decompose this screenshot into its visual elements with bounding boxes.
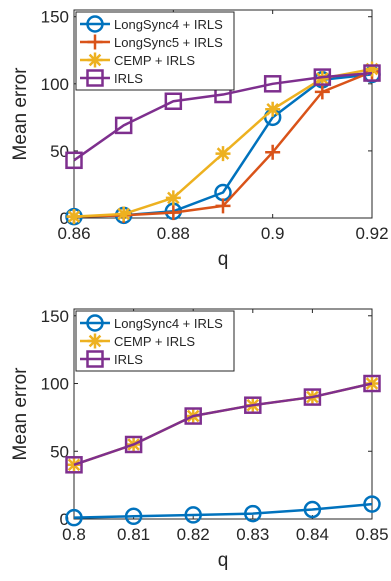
- y-tick-label: 0: [60, 510, 69, 529]
- x-tick-label: 0.9: [261, 224, 285, 243]
- series-4: [65, 64, 381, 170]
- data-point: [244, 504, 262, 523]
- y-tick-label: 50: [50, 142, 69, 161]
- x-axis-label: q: [218, 550, 229, 571]
- y-axis-label: Mean error: [10, 67, 31, 161]
- x-tick-label: 0.84: [296, 525, 329, 544]
- legend-marker: [87, 34, 103, 50]
- legend-label: IRLS: [114, 71, 143, 86]
- data-point: [165, 190, 181, 206]
- data-point: [215, 146, 231, 162]
- data-point: [363, 64, 381, 82]
- data-point: [303, 388, 322, 406]
- data-point: [244, 396, 262, 414]
- legend-marker: [86, 350, 104, 368]
- x-tick-label: 0.92: [355, 224, 388, 243]
- series-line: [73, 71, 373, 162]
- data-point: [65, 151, 83, 170]
- y-tick-label: 100: [41, 375, 69, 394]
- data-point: [303, 500, 322, 519]
- legend-label: CEMP + IRLS: [114, 53, 195, 68]
- x-tick-label: 0.83: [236, 525, 269, 544]
- series-3: [66, 61, 380, 225]
- data-point: [215, 198, 231, 214]
- legend: LongSync4 + IRLS LongSync5 + IRLS CEMP + I…: [75, 11, 235, 91]
- y-tick-label: 100: [41, 75, 69, 94]
- data-point: [116, 206, 132, 222]
- x-tick-label: 0.88: [157, 224, 190, 243]
- data-point: [165, 205, 181, 221]
- x-tick-label: 0.8: [62, 525, 86, 544]
- data-point: [184, 506, 202, 524]
- data-point: [65, 508, 83, 527]
- data-point: [265, 144, 281, 160]
- data-point: [363, 374, 381, 393]
- data-point: [124, 435, 143, 454]
- data-point: [313, 68, 332, 86]
- series-3: [65, 374, 381, 474]
- legend-label: LongSync5 + IRLS: [114, 35, 223, 50]
- legend-marker: [86, 15, 104, 33]
- y-tick-label: 50: [50, 442, 69, 461]
- data-point: [314, 70, 330, 86]
- y-axis-label: Mean error: [10, 367, 31, 461]
- series-line: [73, 502, 373, 519]
- data-point: [364, 376, 380, 392]
- x-tick-label: 0.86: [57, 224, 90, 243]
- x-tick-label: 0.82: [177, 525, 210, 544]
- chart-panel-2: 0.8 0.81 0.82 0.83 0.84 0.85 0 50 100 150 q Mean er…: [10, 307, 389, 571]
- data-point: [265, 101, 281, 117]
- y-tick-label: 0: [60, 209, 69, 228]
- data-point: [263, 75, 282, 93]
- data-point: [114, 116, 133, 135]
- data-point: [65, 456, 83, 474]
- y-tick-label: 150: [41, 307, 69, 326]
- legend: LongSync4 + IRLS CEMP + IRLS IRLS: [75, 310, 235, 372]
- legend-label: LongSync4 + IRLS: [114, 17, 223, 32]
- legend-marker: [87, 333, 103, 349]
- data-point: [66, 209, 82, 225]
- legend-label: CEMP + IRLS: [114, 334, 195, 349]
- legend-marker: [86, 314, 104, 332]
- y-tick-label: 150: [41, 8, 69, 27]
- data-point: [124, 507, 143, 526]
- data-point: [184, 407, 202, 425]
- x-axis-label: q: [218, 249, 229, 270]
- x-tick-label: 0.81: [117, 525, 150, 544]
- data-point: [364, 61, 380, 77]
- x-tick-label: 0.85: [355, 525, 388, 544]
- data-point: [363, 495, 381, 513]
- series-line: [73, 382, 373, 466]
- legend-label: LongSync4 + IRLS: [114, 316, 223, 331]
- legend-label: IRLS: [114, 352, 143, 367]
- data-point: [314, 84, 330, 100]
- series-1: [65, 495, 381, 527]
- legend-marker: [87, 52, 103, 68]
- data-point: [164, 92, 183, 111]
- legend-marker: [86, 69, 104, 87]
- chart-panel-1: 0.86 0.88 0.9 0.92 0 50 100 150 q Mean error LongS…: [10, 8, 389, 270]
